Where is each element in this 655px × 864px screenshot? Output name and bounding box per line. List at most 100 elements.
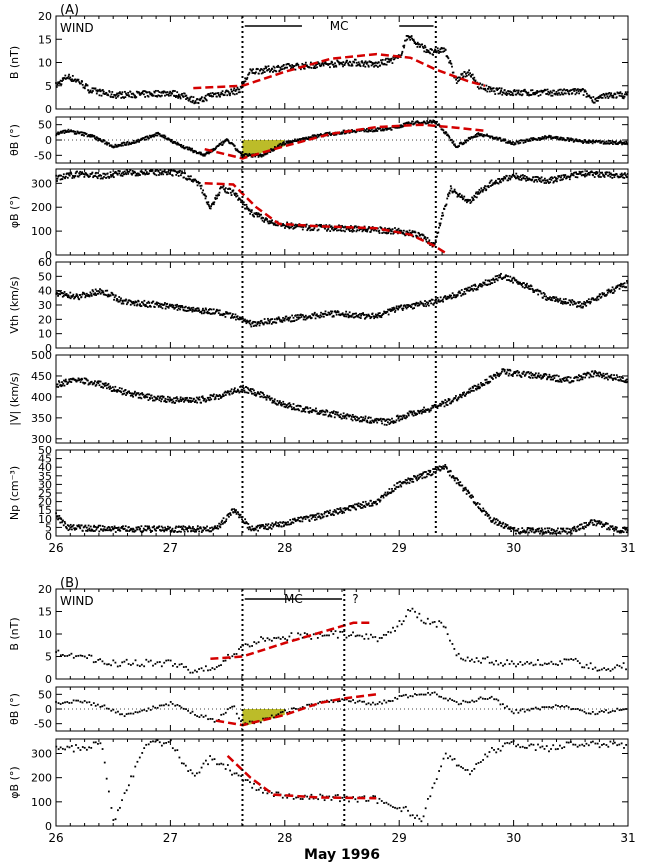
- data-point: [73, 176, 76, 179]
- data-point: [119, 299, 122, 301]
- data-point: [407, 35, 410, 38]
- data-point: [81, 83, 84, 86]
- data-point: [479, 191, 482, 194]
- data-point: [247, 154, 250, 157]
- data-point: [582, 302, 585, 305]
- data-point: [425, 122, 428, 125]
- data-point: [172, 140, 175, 143]
- data-point: [207, 312, 209, 315]
- data-point: [353, 61, 356, 64]
- data-point: [436, 296, 439, 299]
- data-point: [513, 277, 516, 280]
- data-point: [593, 171, 595, 174]
- data-point: [74, 296, 77, 299]
- data-point: [331, 310, 334, 313]
- data-point: [87, 89, 90, 92]
- data-point: [509, 369, 512, 372]
- data-point: [489, 283, 492, 286]
- data-point: [503, 368, 506, 371]
- data-point: [541, 296, 544, 299]
- data-point: [603, 374, 605, 377]
- data-point: [68, 174, 71, 177]
- data-point: [228, 393, 231, 396]
- data-point: [164, 135, 167, 138]
- data-point: [475, 191, 478, 194]
- data-point: [178, 305, 181, 307]
- data-point: [289, 140, 291, 142]
- data-point: [585, 95, 588, 98]
- data-point: [191, 147, 193, 150]
- data-point: [191, 400, 194, 403]
- data-point: [132, 141, 134, 144]
- data-point: [233, 87, 236, 90]
- data-point: [138, 139, 141, 142]
- data-point: [544, 298, 547, 301]
- data-point: [232, 316, 235, 319]
- data-point: [348, 64, 351, 67]
- data-point: [497, 137, 500, 140]
- data-point: [570, 139, 573, 142]
- data-point: [389, 422, 392, 424]
- data-point: [283, 224, 286, 227]
- data-point: [533, 373, 536, 376]
- data-point: [531, 89, 534, 92]
- data-point: [592, 101, 595, 104]
- data-point: [558, 299, 561, 302]
- y-tick-label: 10: [38, 57, 52, 70]
- data-point: [360, 416, 362, 418]
- data-point: [512, 141, 514, 143]
- data-point: [401, 417, 404, 420]
- data-point: [205, 195, 208, 198]
- data-point: [387, 308, 389, 311]
- data-point: [59, 79, 62, 82]
- data-point: [397, 305, 400, 308]
- data-point: [131, 301, 133, 304]
- data-point: [65, 131, 68, 134]
- data-point: [599, 371, 602, 374]
- data-point: [538, 375, 540, 378]
- data-point: [249, 388, 252, 390]
- data-point: [55, 86, 58, 88]
- data-point: [550, 378, 553, 381]
- data-point: [488, 90, 491, 93]
- data-point: [368, 421, 371, 424]
- data-point: [200, 151, 202, 154]
- data-point: [394, 309, 397, 312]
- data-point: [265, 67, 267, 70]
- data-point: [538, 180, 541, 182]
- data-point: [477, 191, 480, 193]
- data-point: [569, 300, 572, 303]
- data-point: [143, 93, 145, 96]
- data-point: [503, 370, 506, 373]
- data-point: [560, 381, 563, 383]
- data-point: [516, 374, 518, 377]
- data-point: [550, 299, 553, 301]
- data-point: [624, 174, 627, 176]
- data-point: [130, 300, 132, 303]
- data-point: [115, 389, 118, 392]
- data-point: [438, 222, 441, 225]
- data-point: [560, 136, 563, 139]
- data-point: [183, 176, 185, 179]
- data-point: [265, 66, 268, 69]
- data-point: [229, 312, 232, 315]
- data-point: [601, 96, 604, 99]
- data-point: [365, 315, 368, 318]
- data-point: [214, 397, 217, 400]
- data-point: [590, 298, 593, 301]
- data-point: [486, 134, 489, 137]
- data-point: [121, 300, 124, 303]
- data-point: [113, 172, 116, 174]
- data-point: [331, 227, 333, 230]
- data-point: [62, 79, 64, 81]
- data-point: [121, 91, 124, 94]
- data-point: [103, 385, 106, 387]
- data-point: [471, 73, 474, 76]
- data-point: [363, 61, 366, 64]
- data-point: [211, 202, 214, 205]
- data-point: [71, 78, 73, 81]
- data-point: [301, 228, 304, 231]
- data-point: [276, 318, 279, 320]
- data-point: [361, 418, 364, 421]
- data-point: [368, 226, 371, 229]
